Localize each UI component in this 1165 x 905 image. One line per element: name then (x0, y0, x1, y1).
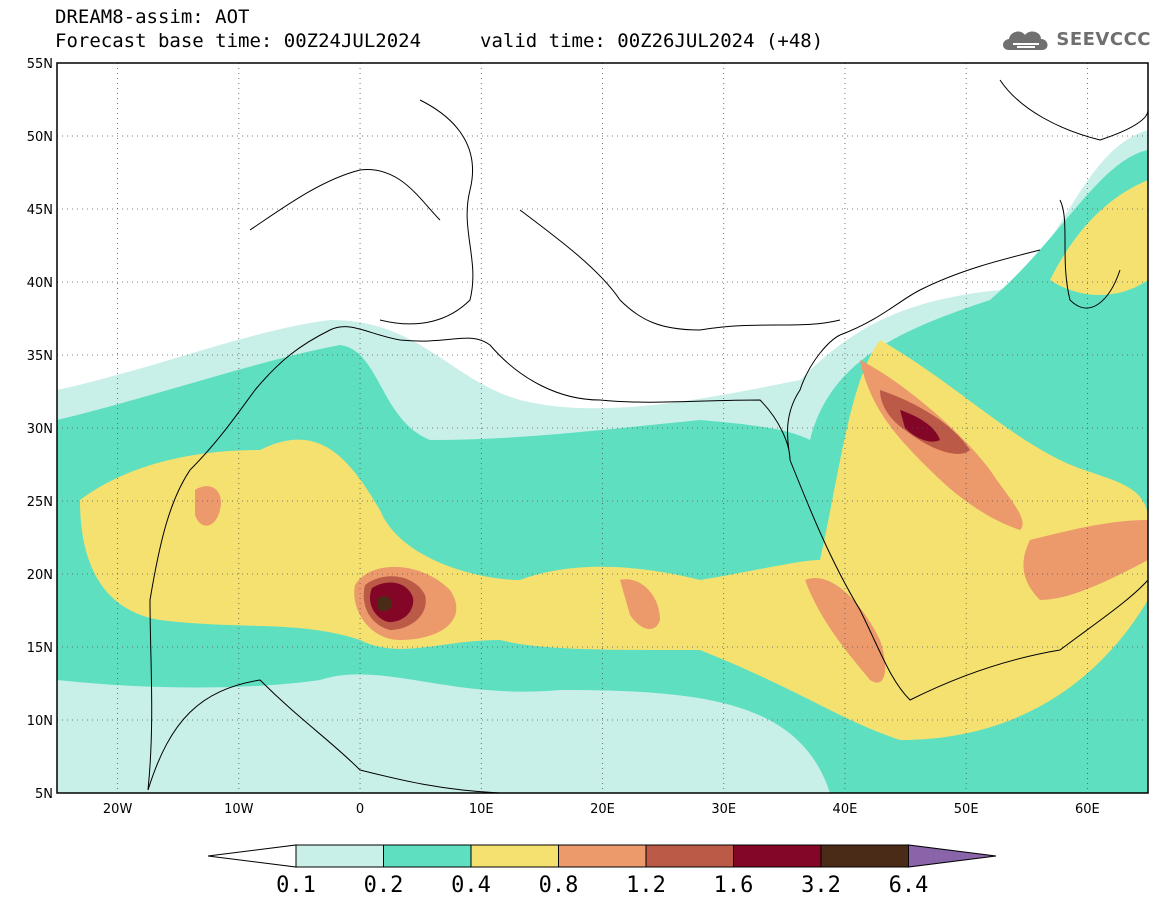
aot-band-0.8d (805, 578, 886, 683)
colorbar-labels: 0.1 0.2 0.4 0.8 1.2 1.6 3.2 6.4 (276, 873, 928, 898)
cloud-icon (1003, 31, 1048, 50)
lon-tick-label: 20E (590, 802, 615, 817)
latitude-labels: 55N 50N 45N 40N 35N 30N 25N 20N 15N 10N 5N (27, 57, 53, 802)
lat-tick-label: 20N (27, 568, 53, 583)
aot-field (57, 130, 1148, 793)
lon-tick-label: 10W (224, 802, 254, 817)
lat-tick-label: 25N (27, 495, 53, 510)
seevccc-logo: SEEVCCC (999, 24, 1151, 54)
colorbar-label: 0.8 (539, 873, 579, 898)
lon-tick-label: 30E (711, 802, 736, 817)
colorbar-label: 0.4 (451, 873, 491, 898)
colorbar-label: 3.2 (801, 873, 841, 898)
lat-tick-label: 15N (27, 641, 53, 656)
lon-tick-label: 60E (1075, 802, 1100, 817)
product-title: DREAM8-assim: AOT (55, 6, 250, 28)
aot-band-3.2 (377, 596, 392, 612)
colorbar-label: 1.2 (626, 873, 666, 898)
colorbar-extend-high (908, 844, 997, 868)
lat-tick-label: 55N (27, 57, 53, 72)
colorbar-label: 0.2 (364, 873, 404, 898)
colorbar-label: 6.4 (889, 873, 929, 898)
coastlines (147, 79, 1149, 794)
lat-tick-label: 5N (35, 787, 53, 802)
lon-tick-label: 40E (833, 802, 858, 817)
logo-text: SEEVCCC (1056, 28, 1151, 50)
lon-tick-label: 10E (469, 802, 494, 817)
colorbar-swatch (383, 844, 472, 868)
colorbar-extend-low (207, 844, 297, 868)
aot-band-0.4-caspian (1050, 180, 1148, 295)
lat-tick-label: 30N (27, 422, 53, 437)
colorbar-label: 1.6 (714, 873, 754, 898)
lat-tick-label: 45N (27, 203, 53, 218)
colorbar (207, 844, 997, 868)
valid-time: valid time: 00Z26JUL2024 (+48) (480, 30, 824, 52)
gridlines (57, 63, 1148, 793)
aot-band-1.2 (880, 390, 970, 454)
aot-band-0.4 (80, 340, 1148, 740)
colorbar-label: 0.1 (276, 873, 316, 898)
lat-tick-label: 50N (27, 130, 53, 145)
aot-band-1.6b (900, 410, 940, 442)
aot-band-0.8e (195, 486, 221, 526)
colorbar-swatch (295, 844, 384, 868)
lon-tick-label: 50E (954, 802, 979, 817)
aot-band-0.8f (620, 579, 660, 630)
aot-band-0.1b (57, 700, 500, 793)
lat-tick-label: 35N (27, 349, 53, 364)
longitude-labels: 20W 10W 0 10E 20E 30E 40E 50E 60E (103, 802, 1100, 817)
lat-tick-label: 40N (27, 276, 53, 291)
lon-tick-label: 0 (356, 802, 364, 817)
aot-band-0.8c (1023, 520, 1148, 600)
colorbar-swatch (820, 844, 909, 868)
forecast-base-time: Forecast base time: 00Z24JUL2024 (55, 30, 422, 52)
lat-tick-label: 10N (27, 714, 53, 729)
colorbar-swatch (733, 844, 822, 868)
lon-tick-label: 20W (103, 802, 133, 817)
colorbar-swatch (558, 844, 647, 868)
colorbar-swatch (645, 844, 734, 868)
map-frame (56, 62, 1149, 794)
colorbar-swatch (470, 844, 559, 868)
